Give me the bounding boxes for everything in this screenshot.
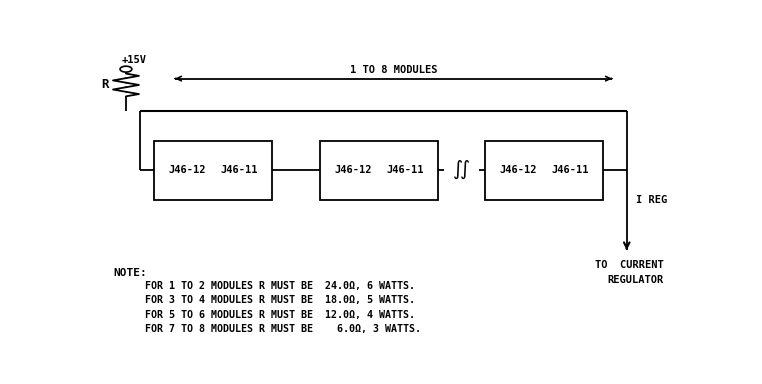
Text: $\int\!\int$: $\int\!\int$ [452,159,471,182]
Text: J46-12: J46-12 [168,165,207,175]
Text: FOR 5 TO 6 MODULES R MUST BE  12.0Ω, 4 WATTS.: FOR 5 TO 6 MODULES R MUST BE 12.0Ω, 4 WA… [146,310,415,319]
Bar [485,141,604,200]
Text: FOR 7 TO 8 MODULES R MUST BE    6.0Ω, 3 WATTS.: FOR 7 TO 8 MODULES R MUST BE 6.0Ω, 3 WAT… [146,324,421,334]
Bar [320,141,438,200]
Text: REGULATOR: REGULATOR [607,275,664,285]
Text: J46-11: J46-11 [220,165,258,175]
Text: I REG: I REG [636,195,667,205]
Text: J46-11: J46-11 [386,165,424,175]
Text: R: R [101,78,109,91]
Text: NOTE:: NOTE: [113,268,147,278]
Text: FOR 3 TO 4 MODULES R MUST BE  18.0Ω, 5 WATTS.: FOR 3 TO 4 MODULES R MUST BE 18.0Ω, 5 WA… [146,295,415,305]
Text: J46-11: J46-11 [551,165,589,175]
Text: J46-12: J46-12 [499,165,537,175]
Text: FOR 1 TO 2 MODULES R MUST BE  24.0Ω, 6 WATTS.: FOR 1 TO 2 MODULES R MUST BE 24.0Ω, 6 WA… [146,281,415,291]
Text: TO  CURRENT: TO CURRENT [595,260,664,270]
Text: +15V: +15V [121,55,146,65]
Text: J46-12: J46-12 [334,165,372,175]
Text: 1 TO 8 MODULES: 1 TO 8 MODULES [350,65,437,75]
Bar [154,141,273,200]
